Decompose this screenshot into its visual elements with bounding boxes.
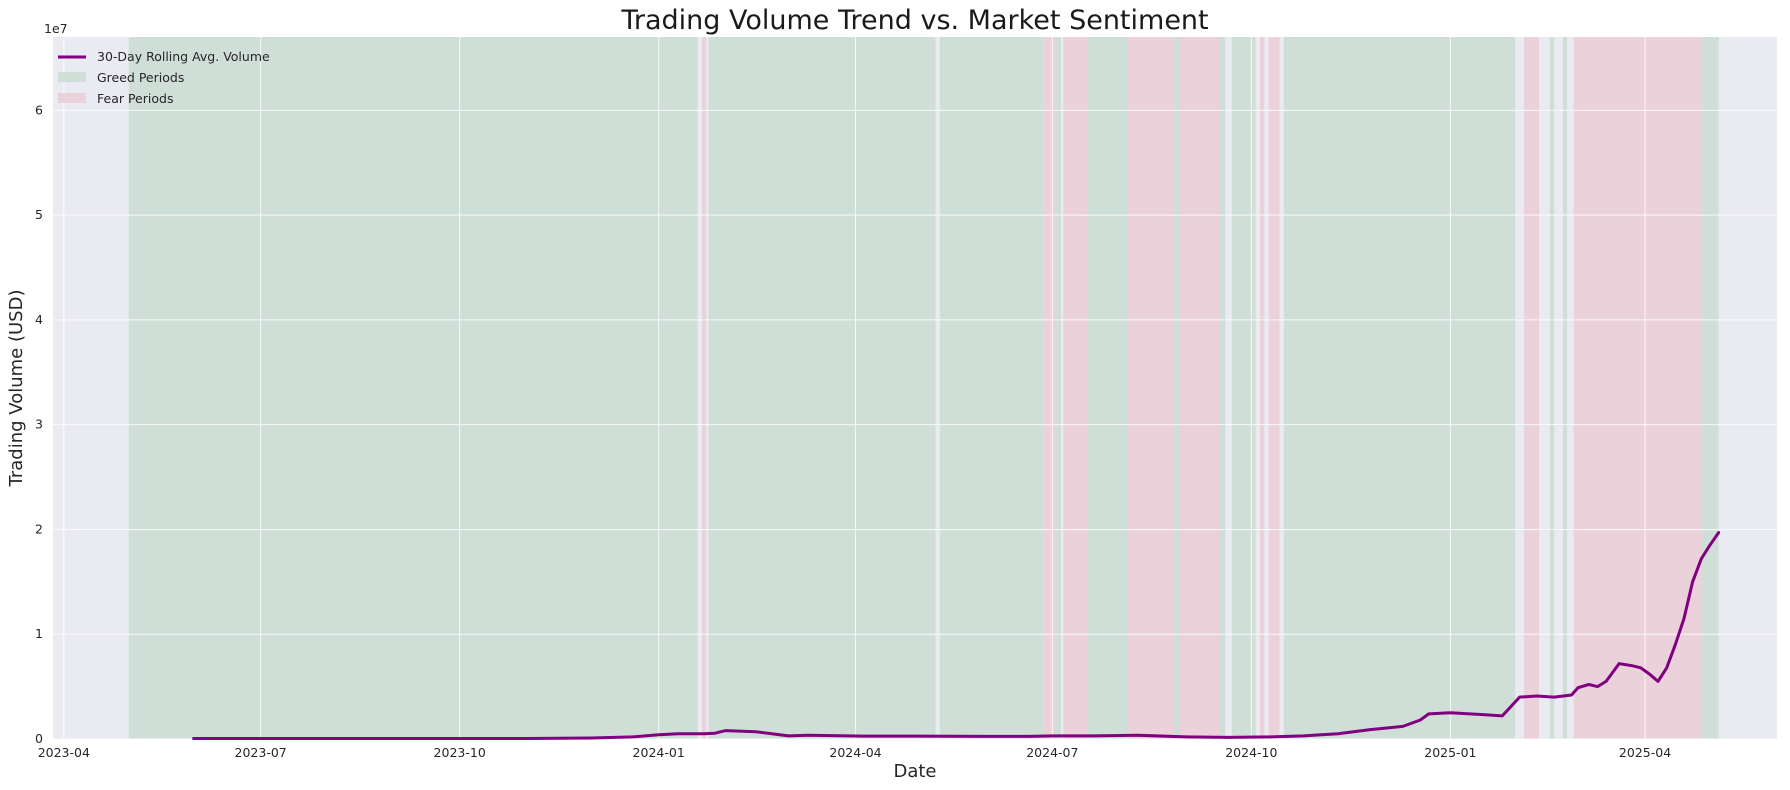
greed-period-span [1054,37,1062,739]
y-tick-label: 5 [35,207,43,222]
greed-period-span [1218,37,1226,739]
y-tick-label: 1 [35,626,43,641]
y-tick-label: 6 [35,102,43,117]
fear-period-span [1268,37,1280,739]
x-tick-label: 2025-01 [1424,745,1476,760]
x-tick-label: 2023-07 [235,745,287,760]
greed-period-span [1283,37,1516,739]
fear-period-span [1179,37,1219,739]
x-tick-label: 2023-10 [434,745,486,760]
greed-period-span [1549,37,1555,739]
legend-label-fear: Fear Periods [97,91,173,106]
sentiment-spans [128,37,1719,739]
y-axis-title: Trading Volume (USD) [6,290,27,488]
volume-series-line [192,531,1721,740]
fear-period-span [1573,37,1702,739]
x-tick-labels: 2023-04 2023-07 2023-10 2024-01 2024-04 2024-… [38,745,1672,760]
legend-label-volume: 30-Day Rolling Avg. Volume [97,49,270,64]
x-tick-label: 2023-04 [38,745,90,760]
y-tick-label: 4 [35,312,43,327]
greed-period-span [1231,37,1256,739]
greed-period-span [1562,37,1568,739]
fear-period-span [701,37,707,739]
grid-lines [53,37,1777,740]
greed-period-span [708,37,936,739]
fear-period-span [1043,37,1055,739]
y-tick-label: 3 [35,417,43,432]
greed-period-span [128,37,698,739]
x-tick-label: 2024-10 [1225,745,1277,760]
y-axis-multiplier: 1e7 [44,21,68,36]
fear-period-span [1128,37,1174,739]
y-tick-label: 0 [35,731,43,746]
x-tick-label: 2024-04 [829,745,881,760]
fear-period-span [1523,37,1540,739]
chart-title: Trading Volume Trend vs. Market Sentimen… [620,5,1208,36]
y-tick-label: 2 [35,521,43,536]
greed-period-span [939,37,1044,739]
x-tick-label: 2024-01 [633,745,685,760]
greed-period-span [1701,37,1719,739]
x-tick-label: 2025-04 [1619,745,1671,760]
legend-fear-swatch [58,93,86,103]
legend-greed-swatch [58,72,86,82]
x-axis-title: Date [893,761,936,782]
greed-period-span [1173,37,1180,739]
fear-period-span [1260,37,1265,739]
volume-line-group [192,531,1721,740]
greed-period-span [1086,37,1129,739]
x-tick-label: 2024-07 [1026,745,1078,760]
legend: 30-Day Rolling Avg. Volume Greed Periods… [58,49,270,106]
y-tick-labels: 0 1 2 3 4 5 6 [35,102,43,746]
fear-period-span [1063,37,1087,739]
legend-label-greed: Greed Periods [97,70,184,85]
